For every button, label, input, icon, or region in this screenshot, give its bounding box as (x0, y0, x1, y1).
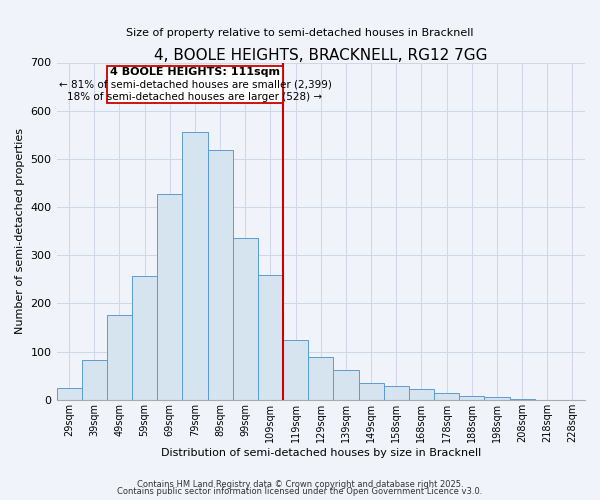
Bar (484, 398, 509, 400)
Bar (258, 276, 283, 400)
Bar (283, 340, 308, 400)
Bar (56, 388, 82, 400)
Bar (409, 389, 434, 400)
Bar (434, 392, 459, 400)
Bar (308, 358, 334, 400)
Bar (459, 396, 484, 400)
Bar (132, 276, 157, 400)
Text: Contains HM Land Registry data © Crown copyright and database right 2025.: Contains HM Land Registry data © Crown c… (137, 480, 463, 489)
Bar (233, 238, 258, 400)
FancyBboxPatch shape (107, 66, 283, 104)
Bar (334, 370, 359, 400)
Text: ← 81% of semi-detached houses are smaller (2,399): ← 81% of semi-detached houses are smalle… (59, 80, 331, 90)
X-axis label: Distribution of semi-detached houses by size in Bracknell: Distribution of semi-detached houses by … (161, 448, 481, 458)
Bar (208, 150, 233, 400)
Bar (509, 399, 535, 400)
Bar (82, 360, 107, 400)
Text: Size of property relative to semi-detached houses in Bracknell: Size of property relative to semi-detach… (126, 28, 474, 38)
Text: 18% of semi-detached houses are larger (528) →: 18% of semi-detached houses are larger (… (67, 92, 323, 102)
Text: 4 BOOLE HEIGHTS: 111sqm: 4 BOOLE HEIGHTS: 111sqm (110, 67, 280, 77)
Bar (383, 386, 409, 400)
Bar (157, 194, 182, 400)
Text: Contains public sector information licensed under the Open Government Licence v3: Contains public sector information licen… (118, 487, 482, 496)
Bar (182, 132, 208, 400)
Title: 4, BOOLE HEIGHTS, BRACKNELL, RG12 7GG: 4, BOOLE HEIGHTS, BRACKNELL, RG12 7GG (154, 48, 488, 62)
Bar (107, 316, 132, 400)
Y-axis label: Number of semi-detached properties: Number of semi-detached properties (15, 128, 25, 334)
Bar (359, 383, 383, 400)
